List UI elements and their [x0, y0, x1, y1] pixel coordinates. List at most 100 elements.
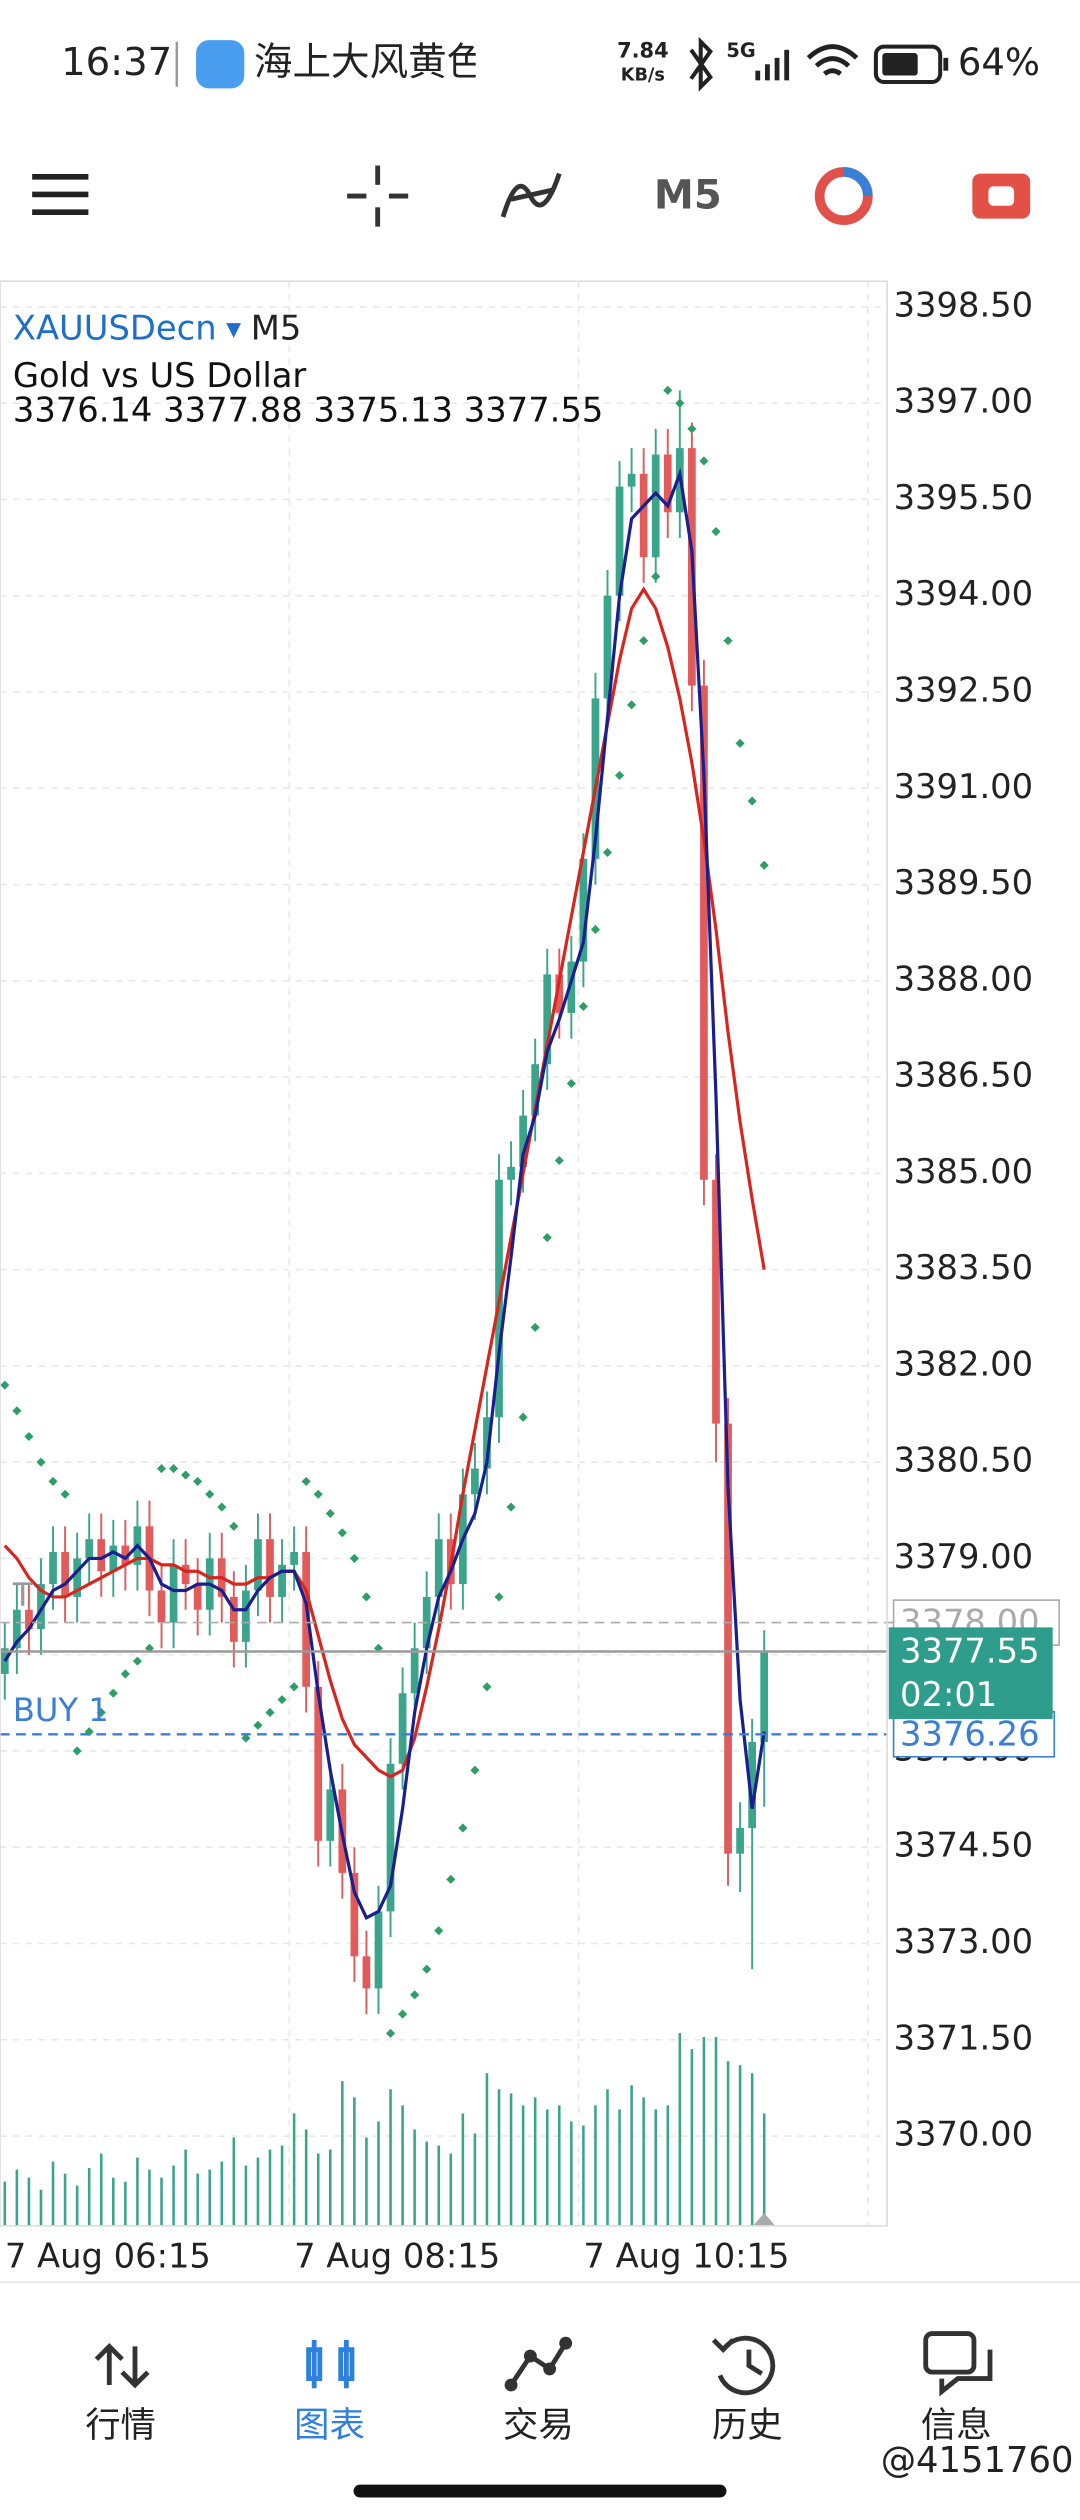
sar-dot [205, 1489, 215, 1499]
volume-bar [497, 2089, 501, 2226]
order-label: BUY 1 [13, 1691, 109, 1729]
sar-dot [60, 1489, 70, 1499]
notification-text: 海上大风黄色 [254, 40, 485, 85]
volume-bar [521, 2105, 525, 2226]
sar-dot [193, 1476, 203, 1486]
sar-dot [663, 385, 673, 395]
candle-body [61, 1552, 69, 1597]
candle-body [326, 1789, 335, 1841]
tp-marker: T [12, 1576, 33, 1614]
nav-label[interactable]: 历史 [712, 2405, 783, 2446]
order-price-box [892, 1710, 1056, 1758]
sar-dot [602, 847, 613, 857]
candle-body [555, 974, 564, 1013]
volume-bar [678, 2033, 682, 2226]
volume-bar [341, 2081, 344, 2226]
volume-bar [172, 2165, 175, 2226]
sar-dot [12, 1406, 22, 1416]
ohlc-line: 3376.14 3377.88 3375.13 3377.55 [13, 390, 604, 429]
volume-bar [545, 2109, 549, 2226]
nav-icon-quotes[interactable] [94, 2343, 150, 2389]
timeframe-button[interactable]: M5 [654, 173, 722, 219]
y-tick-label: 3397.00 [894, 382, 1034, 421]
y-tick-label: 3379.00 [894, 1537, 1034, 1576]
candle-body [410, 1648, 419, 1694]
indicators-button[interactable] [500, 172, 562, 218]
volume-bar [401, 2105, 404, 2226]
y-tick-label: 3370.00 [894, 2115, 1034, 2154]
sar-dot [699, 456, 709, 466]
sar-dot [578, 1001, 588, 1012]
sar-dot [156, 1464, 167, 1474]
candle-body [73, 1558, 81, 1597]
volume-bar [473, 2133, 477, 2226]
sar-dot [108, 1688, 118, 1698]
nav-icon-messages[interactable] [923, 2331, 993, 2397]
menu-button[interactable] [32, 173, 89, 215]
sar-dot [410, 1990, 420, 2000]
sar-dot [627, 700, 637, 710]
sar-dot [36, 1457, 46, 1467]
volume-bar [738, 2065, 742, 2226]
candle-body [736, 1827, 744, 1854]
candle-body [615, 486, 624, 596]
nav-label[interactable]: 图表 [294, 2405, 365, 2446]
candle-body [639, 473, 648, 558]
candle-body [374, 1911, 383, 1989]
sar-dot [639, 636, 649, 646]
y-tick-label: 3388.00 [894, 959, 1034, 998]
volume-bar [702, 2037, 706, 2226]
candle-body [0, 1648, 9, 1674]
candle-body [169, 1564, 178, 1623]
sar-dot [277, 1695, 287, 1705]
volume-bar [654, 2109, 657, 2226]
candle-body [712, 1179, 720, 1424]
sar-dot [518, 1412, 528, 1422]
candle-body [85, 1539, 94, 1559]
volume-bar [63, 2173, 67, 2226]
sar-dot [434, 1926, 444, 1936]
nav-label[interactable]: 交易 [503, 2405, 574, 2446]
y-tick-label: 3394.00 [894, 574, 1034, 613]
volume-bar [99, 2153, 103, 2226]
volume-bar [750, 2073, 754, 2226]
symbol-dropdown[interactable]: ▼ [226, 317, 241, 340]
sar-dot [361, 1592, 371, 1602]
y-tick-label: 3395.50 [894, 478, 1034, 517]
volume-bar [316, 2153, 320, 2226]
y-tick-label: 3382.00 [894, 1344, 1034, 1383]
nav-icon-history[interactable] [711, 2335, 776, 2396]
volume-bar [570, 2121, 573, 2226]
ohlc-low: 3375.13 [313, 390, 453, 429]
volume-bar [630, 2085, 633, 2226]
candle-body [314, 1686, 323, 1841]
nav-icon-chart[interactable] [306, 2340, 355, 2389]
y-tick-label: 3380.50 [894, 1441, 1034, 1480]
y-tick-label: 3383.50 [894, 1248, 1034, 1287]
volume-bar [425, 2141, 428, 2226]
nav-icon-trade[interactable] [504, 2336, 573, 2392]
sar-dot [747, 796, 757, 806]
candle-body [579, 858, 588, 962]
sar-dot [422, 1964, 432, 1974]
sar-dot [96, 1707, 106, 1718]
crosshair-button[interactable] [347, 165, 409, 227]
volume-bar [304, 2129, 308, 2226]
nav-label[interactable]: 行情 [85, 2405, 156, 2446]
y-tick-label: 3389.50 [894, 863, 1034, 902]
nav-label[interactable]: 信息 [921, 2405, 992, 2446]
chart-header: XAUUSDecn ▼ M5 [13, 308, 301, 347]
volume-bar [606, 2089, 609, 2226]
sar-dot [217, 1502, 227, 1512]
volume-bar [292, 2113, 296, 2226]
sar-dot [385, 2028, 396, 2038]
volume-bar [27, 2177, 31, 2226]
candle-body [531, 1064, 540, 1116]
sar-dot [120, 1669, 130, 1679]
chart: T BUY 1 [0, 281, 1053, 2226]
candle-body [760, 1651, 769, 1742]
candle-body [25, 1609, 33, 1630]
volume-bar [762, 2113, 766, 2226]
volume-bar [112, 2177, 115, 2226]
bid-price-box [888, 1627, 1053, 1719]
